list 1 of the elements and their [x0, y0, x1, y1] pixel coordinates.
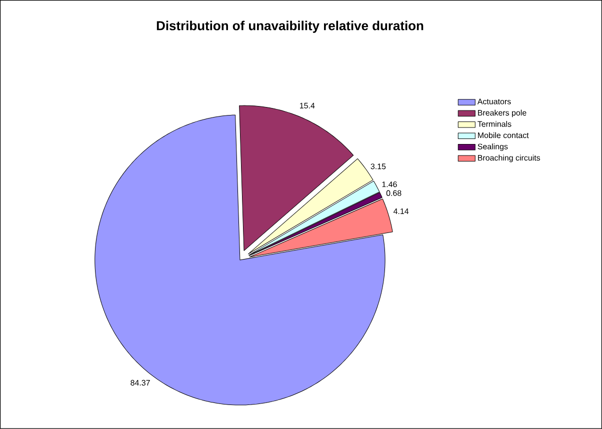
chart-title: Distribution of unavaibility relative duration: [156, 20, 424, 33]
